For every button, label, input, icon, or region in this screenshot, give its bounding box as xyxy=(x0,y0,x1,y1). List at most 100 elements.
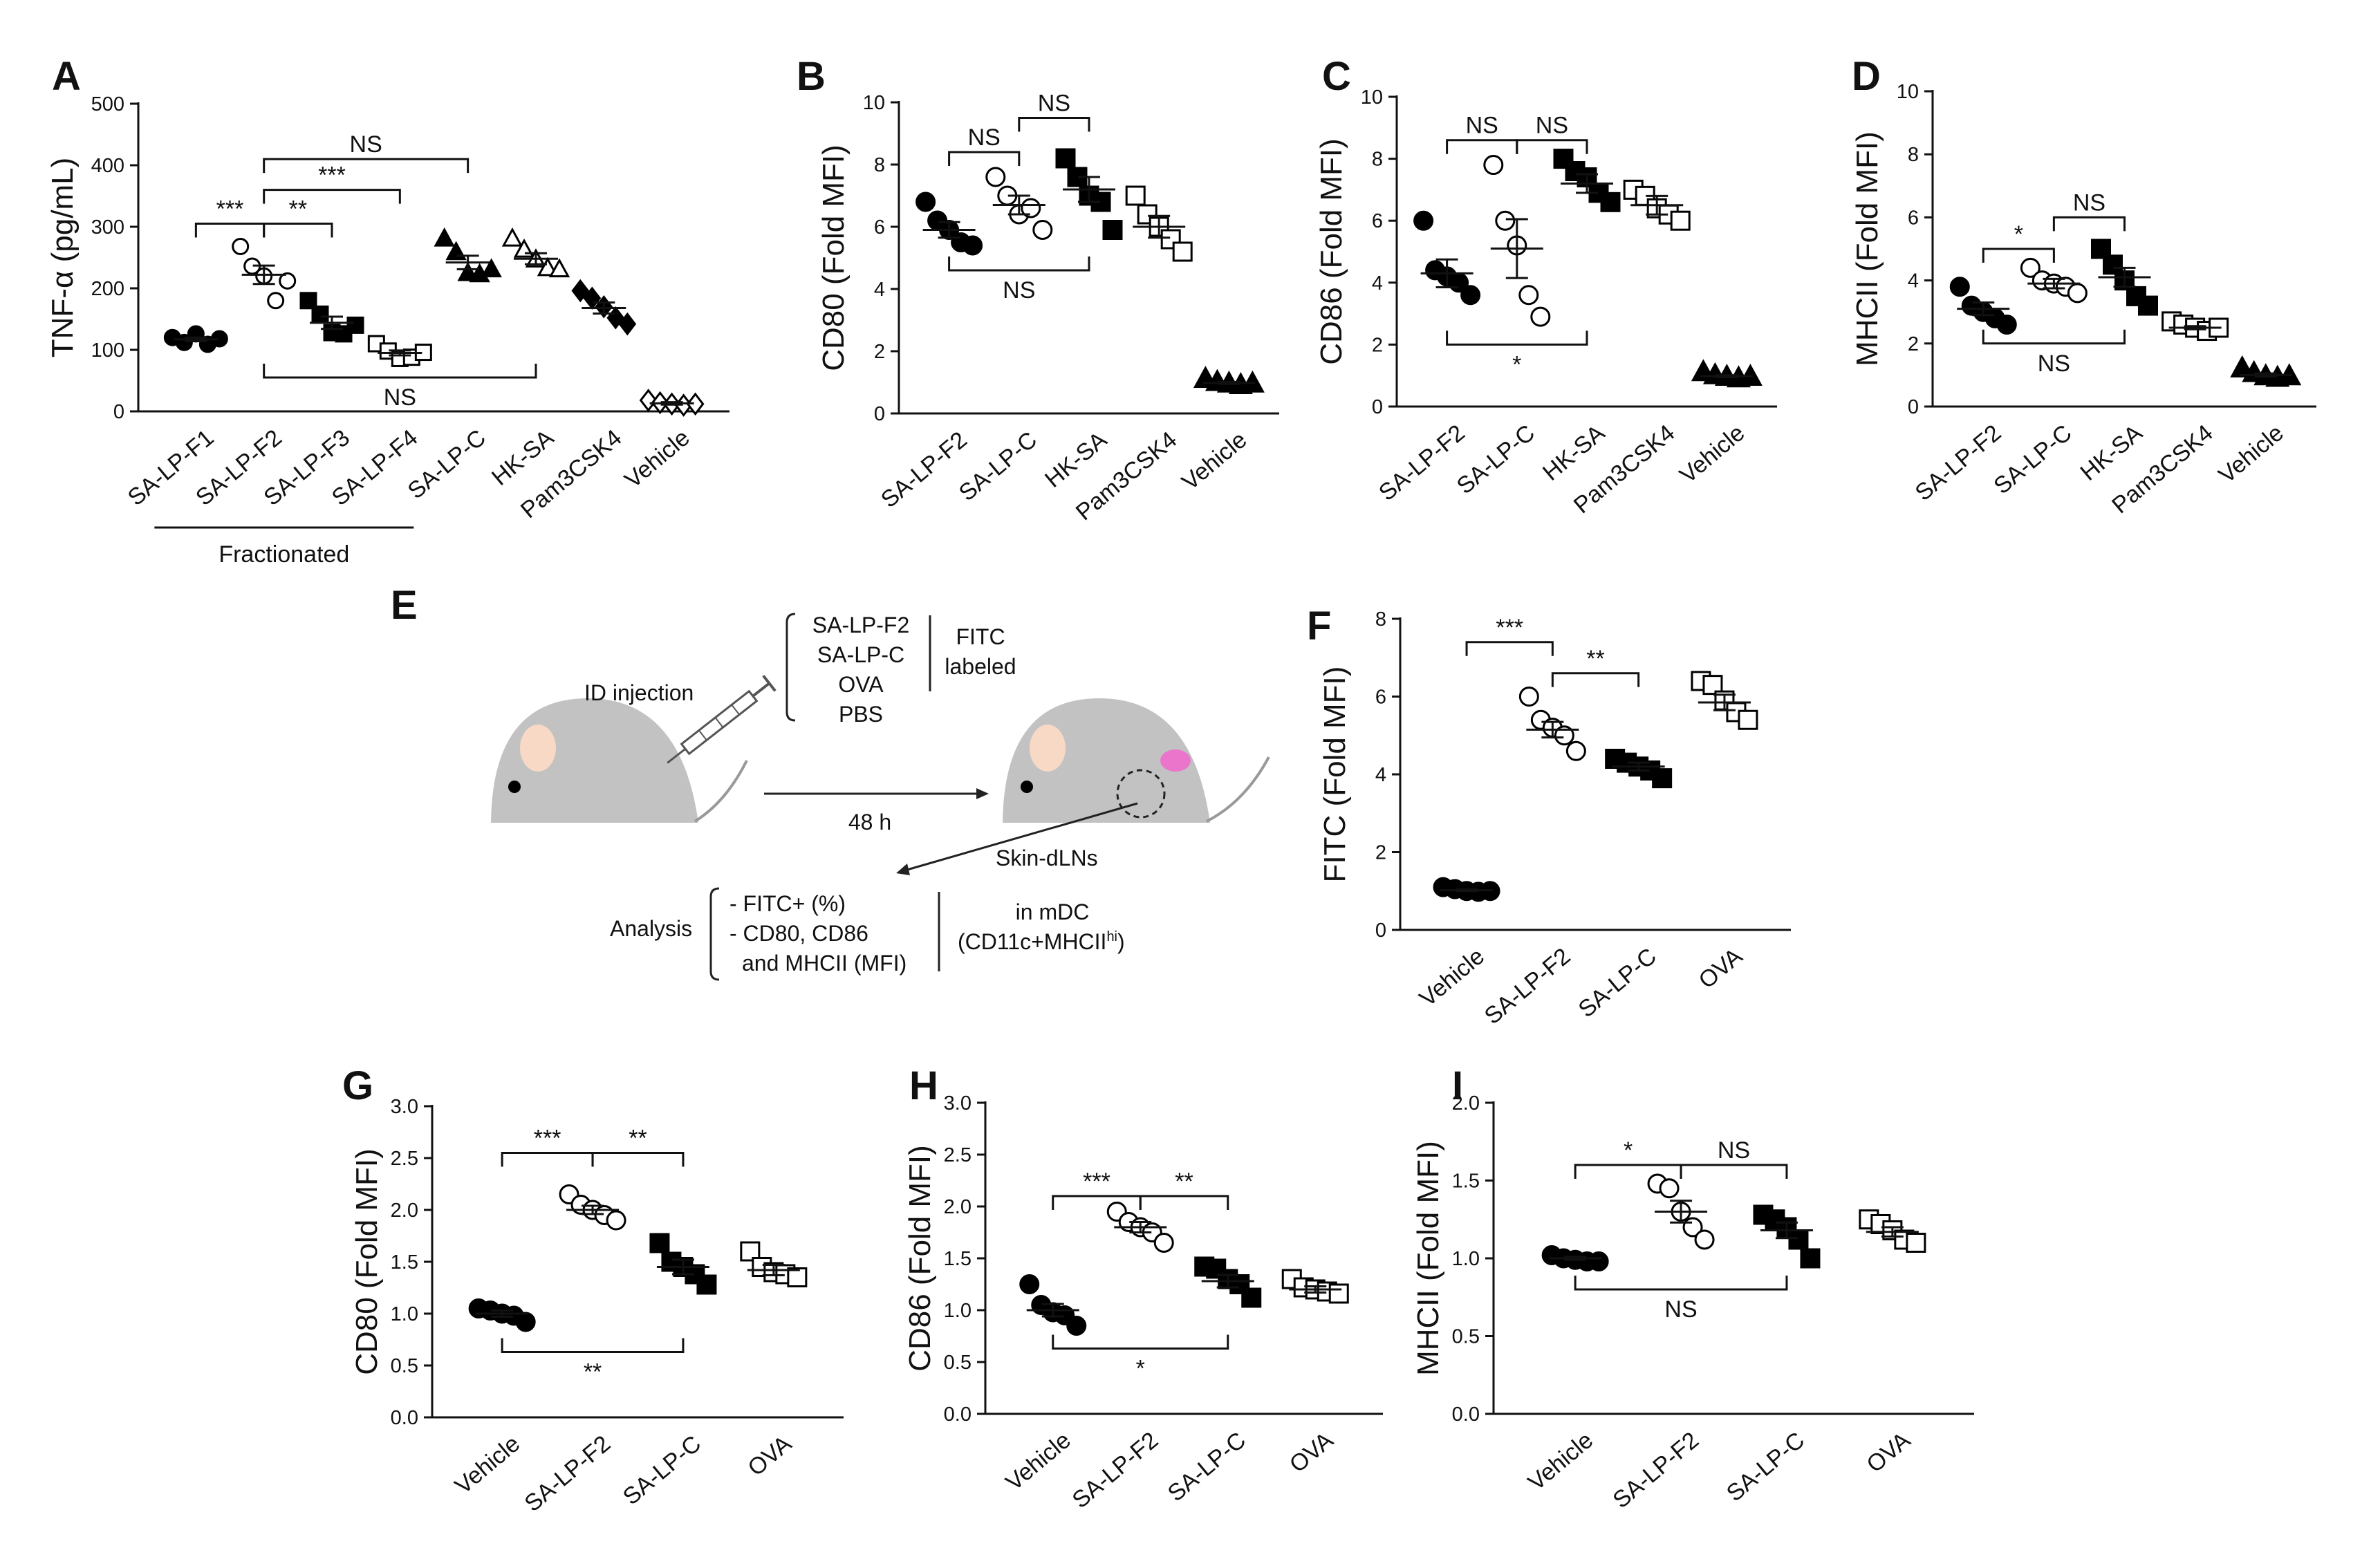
series-vehicle xyxy=(468,1298,536,1332)
significance-bracket xyxy=(1982,329,2126,345)
y-tick-label: 100 xyxy=(91,339,124,362)
significance-label: NS xyxy=(2038,351,2070,377)
data-point xyxy=(311,305,329,323)
significance-label: NS xyxy=(350,131,382,158)
x-tick-label: SA-LP-F2 xyxy=(876,427,972,513)
y-tick-label: 1.5 xyxy=(1452,1171,1480,1193)
y-axis-label: CD86 (Fold MFI) xyxy=(1314,138,1348,365)
series-ova xyxy=(1281,1269,1349,1304)
significance-bracket xyxy=(263,223,333,238)
y-tick-label: 500 xyxy=(91,93,124,115)
series-vehicle xyxy=(639,389,705,417)
y-axis-label: TNF-α (pg/mL) xyxy=(46,158,80,357)
data-point xyxy=(1019,1274,1040,1294)
x-tick-label: SA-LP-C xyxy=(954,427,1042,506)
mouse-ear-right xyxy=(1030,725,1066,772)
syringe-icon xyxy=(667,675,777,764)
mouse-after-injection xyxy=(1003,698,1270,823)
y-tick-label: 2 xyxy=(1908,333,1919,355)
data-point xyxy=(1125,185,1146,206)
series-vehicle xyxy=(2230,355,2302,387)
data-point xyxy=(1066,1316,1087,1336)
significance-bracket xyxy=(1446,330,1588,346)
series-hk-sa xyxy=(2091,239,2158,316)
data-point xyxy=(299,292,317,310)
significance-bracket xyxy=(2052,216,2126,232)
analysis-item: - FITC+ (%) xyxy=(729,891,846,916)
significance-bracket xyxy=(1139,1195,1229,1210)
data-point xyxy=(649,1233,670,1253)
x-tick-label: SA-LP-F2 xyxy=(519,1430,615,1517)
y-tick-label: 2.0 xyxy=(944,1196,971,1218)
series-sa-lp-c xyxy=(1194,1256,1262,1308)
series-sa-lp-c xyxy=(1753,1204,1821,1269)
x-tick-label: SA-LP-F2 xyxy=(1374,420,1470,506)
x-tick-label: SA-LP-C xyxy=(403,425,491,504)
analysis-item: - CD80, CD86 xyxy=(729,921,868,946)
data-point xyxy=(1413,210,1434,231)
panel-letter-g: G xyxy=(342,1063,373,1108)
data-point xyxy=(606,1210,626,1231)
significance-label: * xyxy=(1512,351,1521,377)
y-tick-label: 10 xyxy=(1897,81,1919,103)
mdc-label-superscript: hi xyxy=(1106,929,1117,944)
series-sa-lp-f3 xyxy=(299,292,364,343)
data-point xyxy=(457,261,478,281)
y-tick-label: 0.0 xyxy=(944,1404,971,1426)
data-point xyxy=(1670,210,1691,231)
mouse-eye-left xyxy=(508,781,521,793)
significance-bracket xyxy=(1446,139,1518,154)
significance-bracket xyxy=(501,1338,685,1353)
data-point xyxy=(481,258,502,278)
significance-bracket xyxy=(263,189,401,204)
significance-bracket xyxy=(1574,1164,1682,1179)
series-sa-lp-f1 xyxy=(163,325,228,353)
data-point xyxy=(639,389,658,412)
significance-bracket xyxy=(1052,1195,1142,1210)
mouse-tail-left xyxy=(694,760,748,823)
significance-label: *** xyxy=(1496,615,1523,641)
data-point xyxy=(696,1274,717,1295)
treatment-brace xyxy=(785,613,796,722)
series-sa-lp-c xyxy=(649,1233,717,1295)
significance-bracket xyxy=(1551,672,1640,687)
x-tick-label: SA-LP-C xyxy=(1722,1427,1810,1507)
series-hk-sa xyxy=(1553,149,1621,212)
analysis-label: Analysis xyxy=(610,916,692,941)
y-tick-label: 4 xyxy=(1908,270,1919,292)
y-tick-label: 10 xyxy=(1361,86,1383,109)
data-point xyxy=(2103,254,2123,275)
x-tick-label: SA-LP-C xyxy=(618,1430,706,1510)
y-tick-label: 0 xyxy=(113,401,124,423)
y-tick-label: 8 xyxy=(1372,149,1383,171)
significance-label: ** xyxy=(1586,646,1604,672)
data-point xyxy=(1788,1229,1809,1250)
series-hk-sa xyxy=(1055,148,1123,240)
x-tick-label: Vehicle xyxy=(450,1430,525,1500)
y-tick-label: 200 xyxy=(91,278,124,300)
mouse-ear-left xyxy=(520,725,556,772)
mdc-label-line1: in mDC xyxy=(1016,899,1090,924)
y-tick-label: 0 xyxy=(1372,396,1383,418)
x-tick-label: Vehicle xyxy=(1001,1427,1075,1496)
y-tick-label: 6 xyxy=(874,216,885,239)
y-tick-label: 2 xyxy=(1375,842,1386,864)
panel-letter-h: H xyxy=(909,1063,938,1108)
y-tick-label: 0 xyxy=(874,403,885,425)
series-sa-lp-c xyxy=(2020,257,2088,304)
x-tick-label: Vehicle xyxy=(2213,420,2288,489)
series-pam3csk4 xyxy=(571,279,637,336)
data-point xyxy=(787,1267,808,1287)
y-axis-label: CD80 (Fold MFI) xyxy=(350,1148,384,1375)
y-tick-label: 2.0 xyxy=(391,1200,418,1222)
y-tick-label: 10 xyxy=(863,92,885,114)
y-axis-label: FITC (Fold MFI) xyxy=(1318,666,1352,883)
significance-bracket xyxy=(1574,1276,1788,1291)
series-sa-lp-c xyxy=(434,227,502,283)
y-tick-label: 4 xyxy=(1372,272,1383,295)
series-pam3csk4 xyxy=(1125,185,1193,262)
panel-letter-d: D xyxy=(1852,54,1881,99)
